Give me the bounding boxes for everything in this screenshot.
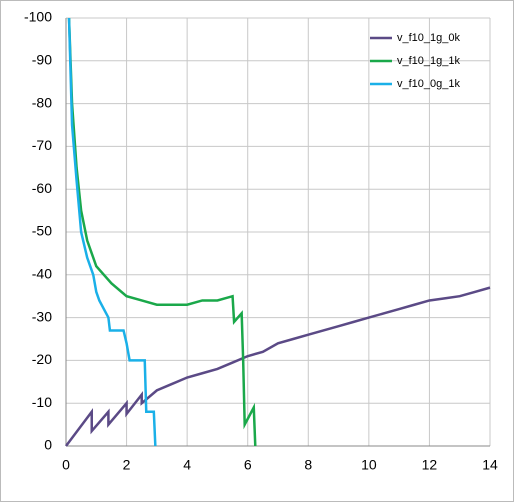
- x-tick-label: 4: [183, 457, 191, 473]
- y-tick-label: -30: [32, 308, 52, 324]
- x-tick-label: 8: [304, 457, 312, 473]
- x-tick-label: 14: [482, 457, 498, 473]
- series-line: [65, 286, 491, 447]
- y-tick-label: -50: [32, 223, 52, 239]
- legend-label: v_f10_1g_0k: [397, 32, 460, 44]
- y-tick-label: -10: [32, 394, 52, 410]
- legend-label: v_f10_0g_1k: [397, 78, 460, 90]
- x-tick-label: 0: [62, 457, 70, 473]
- x-tick-label: 2: [123, 457, 131, 473]
- y-tick-label: -40: [32, 266, 52, 282]
- y-tick-label: -80: [32, 94, 52, 110]
- series-line: [67, 17, 157, 447]
- x-tick-label: 6: [244, 457, 252, 473]
- series-line: [67, 17, 257, 447]
- x-tick-label: 10: [361, 457, 377, 473]
- y-tick-label: -100: [24, 9, 52, 25]
- y-tick-label: -20: [32, 351, 52, 367]
- y-tick-label: -70: [32, 137, 52, 153]
- y-tick-label: -90: [32, 52, 52, 68]
- legend-label: v_f10_1g_1k: [397, 55, 460, 67]
- y-tick-label: 0: [44, 437, 52, 453]
- y-tick-label: -60: [32, 180, 52, 196]
- x-tick-label: 12: [422, 457, 438, 473]
